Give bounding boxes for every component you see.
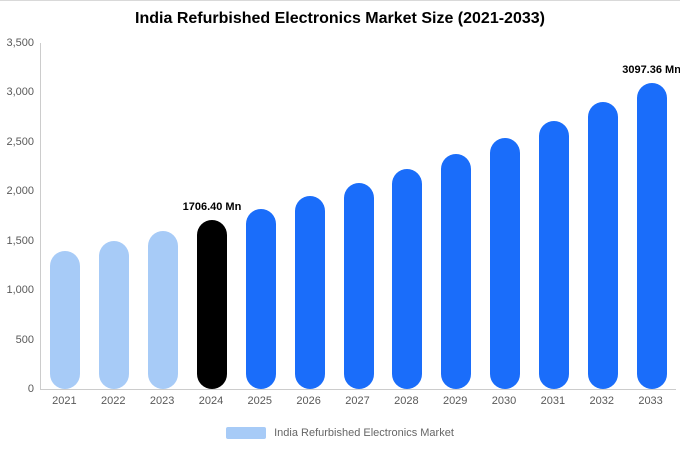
x-axis-tick-label: 2028 (394, 395, 419, 407)
plot-area: 1706.40 Mn 3097.36 Mn (40, 43, 680, 390)
y-axis-tick-label: 2,500 (6, 135, 34, 148)
x-axis-tick-label: 2031 (540, 395, 566, 407)
bar-2030[interactable] (490, 138, 521, 389)
bar-2022[interactable] (99, 241, 130, 389)
legend-label: India Refurbished Electronics Market (274, 427, 454, 439)
x-axis-tick-label: 2025 (247, 395, 273, 407)
bar-2033[interactable] (636, 82, 667, 389)
x-axis-tick-label: 2027 (345, 395, 370, 407)
x-axis-tick-label: 2021 (52, 395, 77, 407)
legend-swatch (226, 427, 267, 439)
x-axis-tick-label: 2033 (638, 395, 663, 407)
bar-value-label: 3097.36 Mn (622, 63, 680, 76)
y-axis-tick-label: 0 (27, 383, 34, 395)
bar-2024[interactable] (196, 220, 227, 389)
legend-item[interactable]: India Refurbished Electronics Market (0, 427, 680, 439)
bar-2021[interactable] (50, 250, 81, 389)
x-axis-tick-label: 2029 (442, 395, 468, 407)
y-axis-tick-label: 3,000 (6, 86, 34, 99)
y-axis-tick-label: 2,000 (6, 185, 34, 198)
x-axis-tick-label: 2022 (101, 395, 126, 407)
bar-value-label: 1706.40 Mn (182, 201, 242, 214)
x-axis-tick-label: 2023 (149, 395, 175, 407)
bar-2025[interactable] (245, 208, 276, 389)
bar-2026[interactable] (294, 196, 325, 389)
bar-2023[interactable] (148, 231, 179, 389)
y-axis-tick-label: 500 (15, 333, 34, 346)
bar-2029[interactable] (441, 154, 472, 389)
bar-2031[interactable] (538, 120, 569, 389)
bar-2027[interactable] (343, 183, 374, 389)
chart-title: India Refurbished Electronics Market Siz… (135, 10, 545, 27)
x-axis-tick-label: 2030 (491, 395, 517, 407)
bar-2032[interactable] (587, 102, 618, 389)
y-axis-tick-label: 1,500 (6, 234, 34, 247)
x-axis-tick-label: 2024 (198, 395, 224, 407)
x-axis-tick-label: 2032 (589, 395, 614, 407)
y-axis-tick-label: 1,000 (6, 284, 34, 297)
y-axis-tick-label: 3,500 (6, 37, 34, 49)
bar-2028[interactable] (392, 169, 423, 389)
x-axis-tick-label: 2026 (296, 395, 321, 407)
